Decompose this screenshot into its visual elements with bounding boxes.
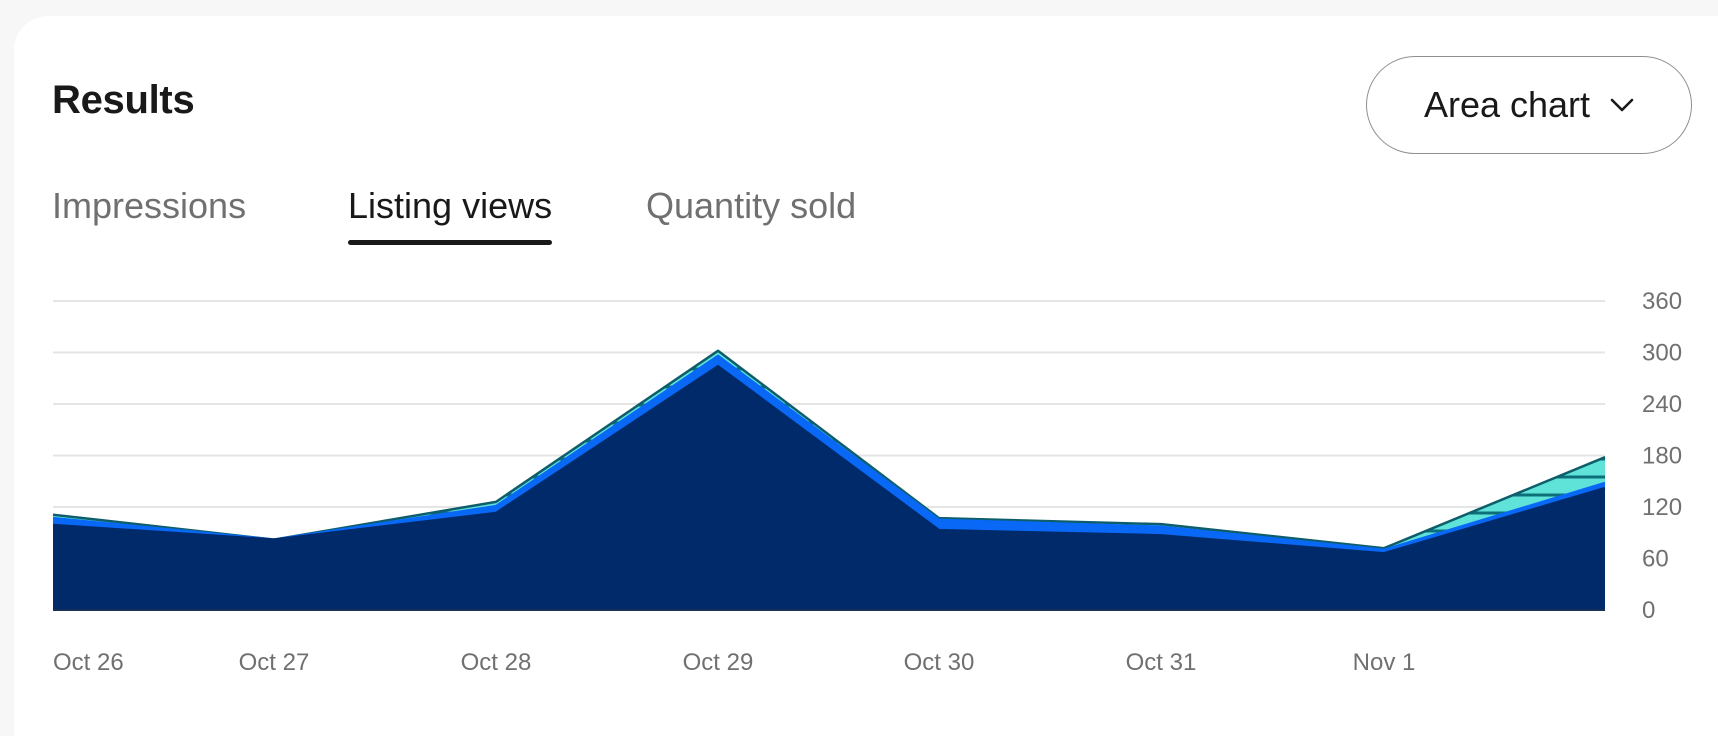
chart-type-dropdown[interactable]: Area chart (1366, 56, 1692, 154)
y-tick-label: 0 (1642, 597, 1655, 624)
area-series-1 (53, 366, 1605, 610)
results-title: Results (52, 78, 195, 122)
y-tick-label: 240 (1642, 391, 1682, 418)
x-tick-label: Oct 28 (461, 649, 532, 676)
x-tick-label: Oct 27 (239, 649, 310, 676)
x-tick-label: Oct 29 (683, 649, 754, 676)
y-tick-label: 300 (1642, 340, 1682, 367)
tab-listing-views[interactable]: Listing views (348, 185, 553, 246)
y-tick-label: 180 (1642, 443, 1682, 470)
chart-areas (52, 349, 1606, 611)
y-axis-ticks: 0 60 120 180 240 300 360 (1642, 288, 1682, 624)
x-axis-ticks: Oct 26 Oct 27 Oct 28 Oct 29 Oct 30 Oct 31 Nov … (53, 649, 1415, 676)
tab-quantity-sold-label: Quantity sold (646, 185, 857, 226)
tab-impressions[interactable]: Impressions (52, 186, 246, 246)
line-series-1 (52, 364, 1606, 555)
chevron-down-icon (1610, 98, 1634, 112)
y-tick-label: 360 (1642, 288, 1682, 315)
tab-listing-views-label: Listing views (348, 185, 553, 226)
tab-quantity-sold[interactable]: Quantity sold (646, 186, 856, 246)
x-tick-label: Oct 26 (53, 649, 124, 676)
y-tick-label: 120 (1642, 494, 1682, 521)
x-tick-label: Oct 30 (904, 649, 975, 676)
y-tick-label: 60 (1642, 546, 1669, 573)
x-tick-label: Nov 1 (1353, 649, 1416, 676)
chart-type-value: Area chart (1423, 84, 1591, 125)
x-tick-label: Oct 31 (1126, 649, 1197, 676)
tab-impressions-label: Impressions (52, 185, 247, 226)
